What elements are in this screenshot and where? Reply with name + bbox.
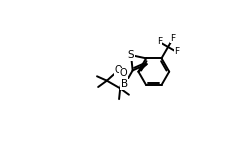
- Text: B: B: [121, 79, 128, 89]
- Text: F: F: [170, 34, 175, 43]
- Text: F: F: [173, 48, 178, 57]
- Text: S: S: [127, 50, 134, 60]
- Text: F: F: [156, 37, 161, 46]
- Text: O: O: [119, 68, 127, 78]
- Text: O: O: [114, 65, 122, 75]
